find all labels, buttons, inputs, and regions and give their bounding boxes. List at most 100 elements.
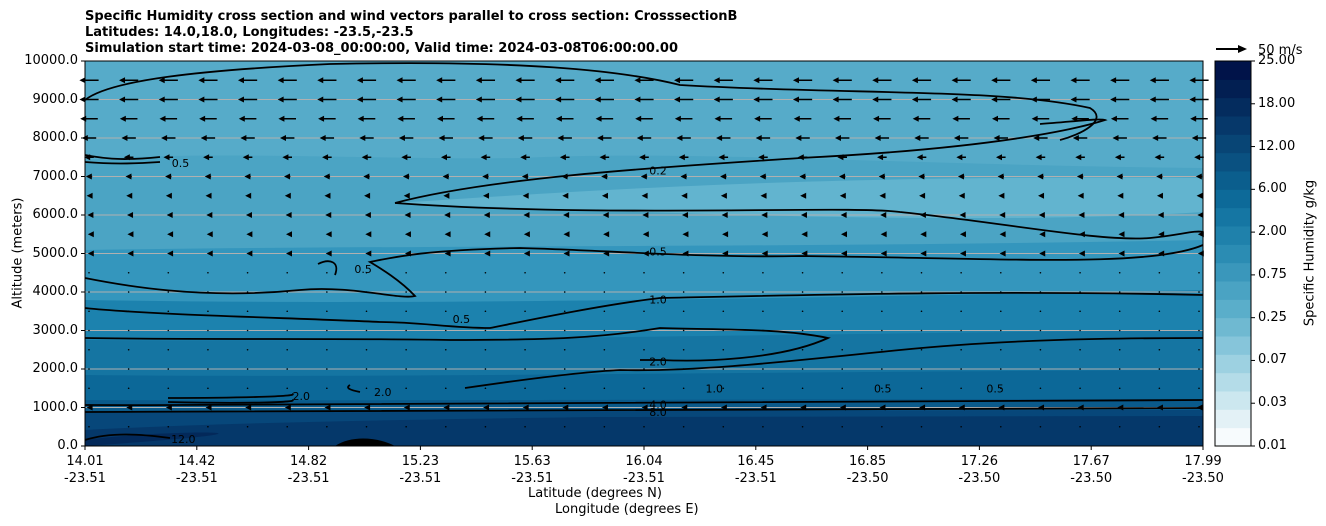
wind-vector [207,425,209,428]
wind-vector [482,173,489,180]
wind-vector [85,173,93,180]
wind-vector [557,135,572,141]
wind-vector [520,154,530,161]
wind-vector [1198,348,1200,351]
wind-vector [1071,115,1089,122]
wind-vector [959,212,966,218]
wind-vector [603,271,606,274]
wind-vector [1150,115,1169,122]
wind-vector [524,348,526,351]
wind-vector [881,348,883,351]
wind-vector [1154,154,1165,161]
wind-vector [246,425,249,428]
wind-vector [563,291,566,293]
wind-vector [127,231,134,238]
wind-vector [1198,387,1200,390]
wind-vector [325,250,332,257]
wind-vector [88,348,90,351]
wind-vector [641,192,648,199]
wind-vector [167,250,174,257]
wind-vector [1039,250,1046,257]
wind-vector [244,173,251,180]
chart-title-line3: Simulation start time: 2024-03-08_00:00:… [85,41,678,56]
wind-vector [484,310,487,313]
wind-vector [1033,135,1048,141]
contour-label: 0.2 [649,165,667,178]
wind-vector [674,96,694,103]
wind-vector [800,192,807,199]
wind-vector [1030,96,1051,103]
wind-vector [317,96,337,103]
wind-vector [563,310,566,313]
y-tick-label: 0.0 [57,438,78,453]
wind-vector [1197,212,1204,218]
y-tick-label: 9000.0 [32,91,79,107]
wind-vector [364,192,371,199]
wind-vector [563,231,570,238]
wind-vector [1118,387,1121,390]
wind-vector [1110,115,1129,122]
wind-vector [161,135,176,141]
wind-vector [516,115,534,122]
wind-vector [762,425,764,428]
x-tick-lon: -23.50 [958,471,1001,486]
wind-vector [442,173,449,180]
x-tick-label: 14.82 -23.51 [269,453,349,487]
wind-vector [642,250,649,257]
wind-vector [523,231,530,238]
wind-vector [158,77,178,84]
wind-vector [1118,368,1121,370]
wind-vector [559,154,570,161]
wind-vector [914,135,929,141]
wind-vector [678,154,689,161]
wind-vector [682,271,685,274]
wind-vector [405,368,407,370]
wind-vector [242,154,253,161]
wind-vector [1191,135,1207,141]
wind-vector [563,425,566,428]
wind-vector [206,212,213,218]
wind-vector [284,192,291,199]
wind-vector [1078,212,1085,218]
wind-vector [119,96,139,103]
colorbar-swatch [1215,207,1251,227]
wind-vector [396,96,416,103]
wind-vector [603,387,606,390]
wind-vector [365,310,368,313]
wind-vector [246,387,249,390]
wind-vector [444,368,447,370]
wind-vector [1158,387,1161,390]
wind-vector [286,387,289,390]
wind-vector [563,387,566,390]
wind-vector [601,192,608,199]
wind-vector [951,96,971,103]
wind-vector [207,271,209,274]
x-tick-lon: -23.51 [511,471,554,486]
wind-vector [284,404,291,411]
wind-vector [203,154,213,161]
wind-vector [1198,425,1200,428]
contour-label: 12.0 [171,433,196,446]
colorbar-swatch [1215,391,1251,410]
colorbar-swatch [1215,226,1251,245]
wind-vector [837,154,848,161]
wind-vector [1039,271,1042,274]
x-tick-lat: 17.26 [960,454,998,469]
wind-vector [87,231,94,238]
wind-vector [356,96,377,103]
wind-vector [167,329,170,332]
x-tick-lon: -23.51 [64,471,106,486]
wind-vector [484,231,491,238]
wind-vector [839,404,846,411]
wind-vector [1118,329,1121,332]
wind-vector [879,192,886,199]
wind-vector [1110,96,1130,103]
x-tick-lat: 14.01 [66,454,104,469]
wind-vector [636,135,652,141]
colorbar-swatch [1215,97,1251,117]
wind-vector [88,425,90,428]
wind-vector [881,291,883,293]
wind-vector [997,173,1004,180]
wind-vector [911,77,932,84]
x-tick-lat: 15.63 [513,454,551,469]
